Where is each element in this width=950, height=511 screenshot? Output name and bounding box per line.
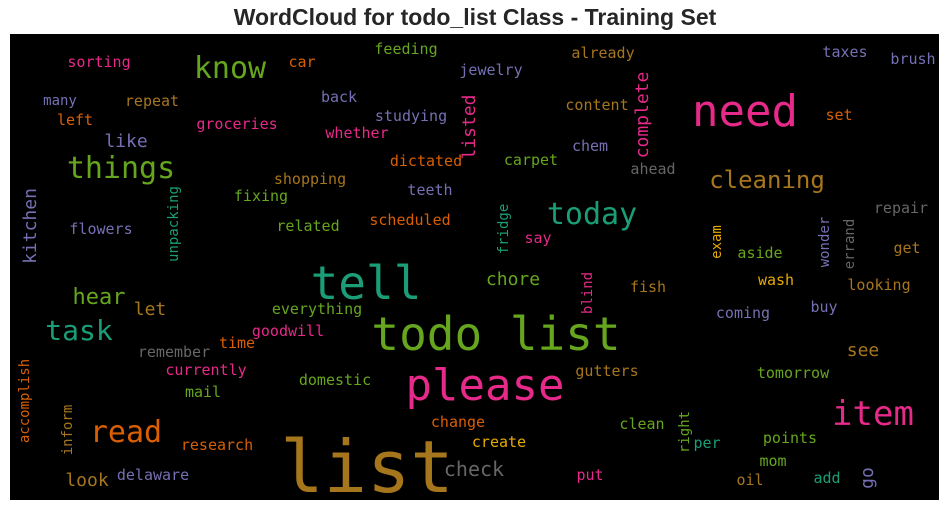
word-create: create: [472, 433, 526, 451]
word-goodwill: goodwill: [252, 322, 324, 340]
word-per: per: [693, 434, 720, 452]
word-accomplish: accomplish: [17, 359, 33, 443]
word-mom: mom: [759, 452, 786, 470]
word-cloud-canvas: list todo list please tell need item things tas…: [10, 34, 939, 500]
word-chore: chore: [486, 269, 540, 290]
word-get: get: [893, 239, 920, 257]
word-brush: brush: [890, 50, 935, 68]
word-today: today: [547, 197, 637, 232]
word-coming: coming: [716, 304, 770, 322]
word-gutters: gutters: [575, 362, 638, 380]
word-need: need: [692, 86, 798, 137]
word-put: put: [576, 466, 603, 484]
word-complete: complete: [632, 72, 653, 159]
word-feeding: feeding: [374, 40, 437, 58]
word-see: see: [847, 340, 880, 361]
word-fridge: fridge: [496, 204, 512, 255]
word-fish: fish: [630, 278, 666, 296]
word-look: look: [65, 470, 109, 491]
word-oil: oil: [736, 471, 763, 489]
word-repair: repair: [874, 199, 928, 217]
word-things: things: [67, 151, 175, 186]
word-fixing: fixing: [234, 187, 288, 205]
word-ahead: ahead: [630, 160, 675, 178]
word-task: task: [45, 314, 113, 347]
word-jewelry: jewelry: [459, 61, 522, 79]
word-like: like: [104, 131, 147, 152]
word-groceries: groceries: [196, 115, 277, 133]
word-inform: inform: [60, 405, 76, 456]
word-chem: chem: [572, 137, 608, 155]
word-sorting: sorting: [67, 53, 130, 71]
word-errand: errand: [842, 219, 858, 270]
word-left: left: [57, 111, 93, 129]
word-right: right: [677, 411, 693, 453]
word-tomorrow: tomorrow: [757, 364, 830, 382]
word-remember: remember: [138, 343, 210, 361]
word-many: many: [43, 93, 77, 109]
word-currently: currently: [165, 361, 246, 379]
word-scheduled: scheduled: [369, 211, 450, 229]
word-everything: everything: [272, 300, 362, 318]
word-clean: clean: [619, 415, 664, 433]
word-check: check: [444, 457, 504, 481]
word-already: already: [571, 44, 634, 62]
word-todo-list: todo list: [371, 307, 620, 361]
word-say: say: [524, 229, 551, 247]
word-go: go: [857, 467, 878, 489]
word-hear: hear: [73, 285, 126, 310]
word-wash: wash: [758, 271, 794, 289]
word-whether: whether: [325, 124, 388, 142]
word-read: read: [90, 415, 162, 450]
word-shopping: shopping: [274, 170, 346, 188]
word-flowers: flowers: [69, 220, 132, 238]
word-unpacking: unpacking: [166, 186, 182, 262]
word-please: please: [406, 360, 565, 411]
word-dictated: dictated: [390, 152, 462, 170]
word-buy: buy: [810, 298, 837, 316]
word-list: list: [280, 425, 453, 500]
word-listed: listed: [459, 94, 480, 159]
word-delaware: delaware: [117, 466, 189, 484]
word-content: content: [565, 96, 628, 114]
word-domestic: domestic: [299, 371, 371, 389]
word-repeat: repeat: [125, 92, 179, 110]
word-related: related: [276, 217, 339, 235]
word-item: item: [832, 394, 914, 434]
word-set: set: [825, 106, 852, 124]
word-studying: studying: [375, 107, 447, 125]
word-back: back: [321, 88, 357, 106]
word-wonder: wonder: [817, 217, 833, 268]
word-teeth: teeth: [407, 181, 452, 199]
word-tell: tell: [311, 256, 422, 310]
word-change: change: [431, 413, 485, 431]
word-research: research: [181, 436, 253, 454]
word-exam: exam: [709, 225, 725, 259]
word-let: let: [134, 299, 167, 320]
word-kitchen: kitchen: [20, 188, 41, 264]
word-blind: blind: [580, 272, 596, 314]
word-carpet: carpet: [504, 151, 558, 169]
word-cleaning: cleaning: [709, 166, 825, 194]
word-know: know: [194, 51, 267, 86]
word-points: points: [763, 429, 817, 447]
word-add: add: [813, 469, 840, 487]
word-aside: aside: [737, 244, 782, 262]
word-taxes: taxes: [822, 43, 867, 61]
word-mail: mail: [185, 383, 221, 401]
word-time: time: [219, 334, 255, 352]
word-car: car: [288, 53, 315, 71]
chart-title: WordCloud for todo_list Class - Training…: [233, 4, 717, 30]
word-looking: looking: [847, 276, 910, 294]
